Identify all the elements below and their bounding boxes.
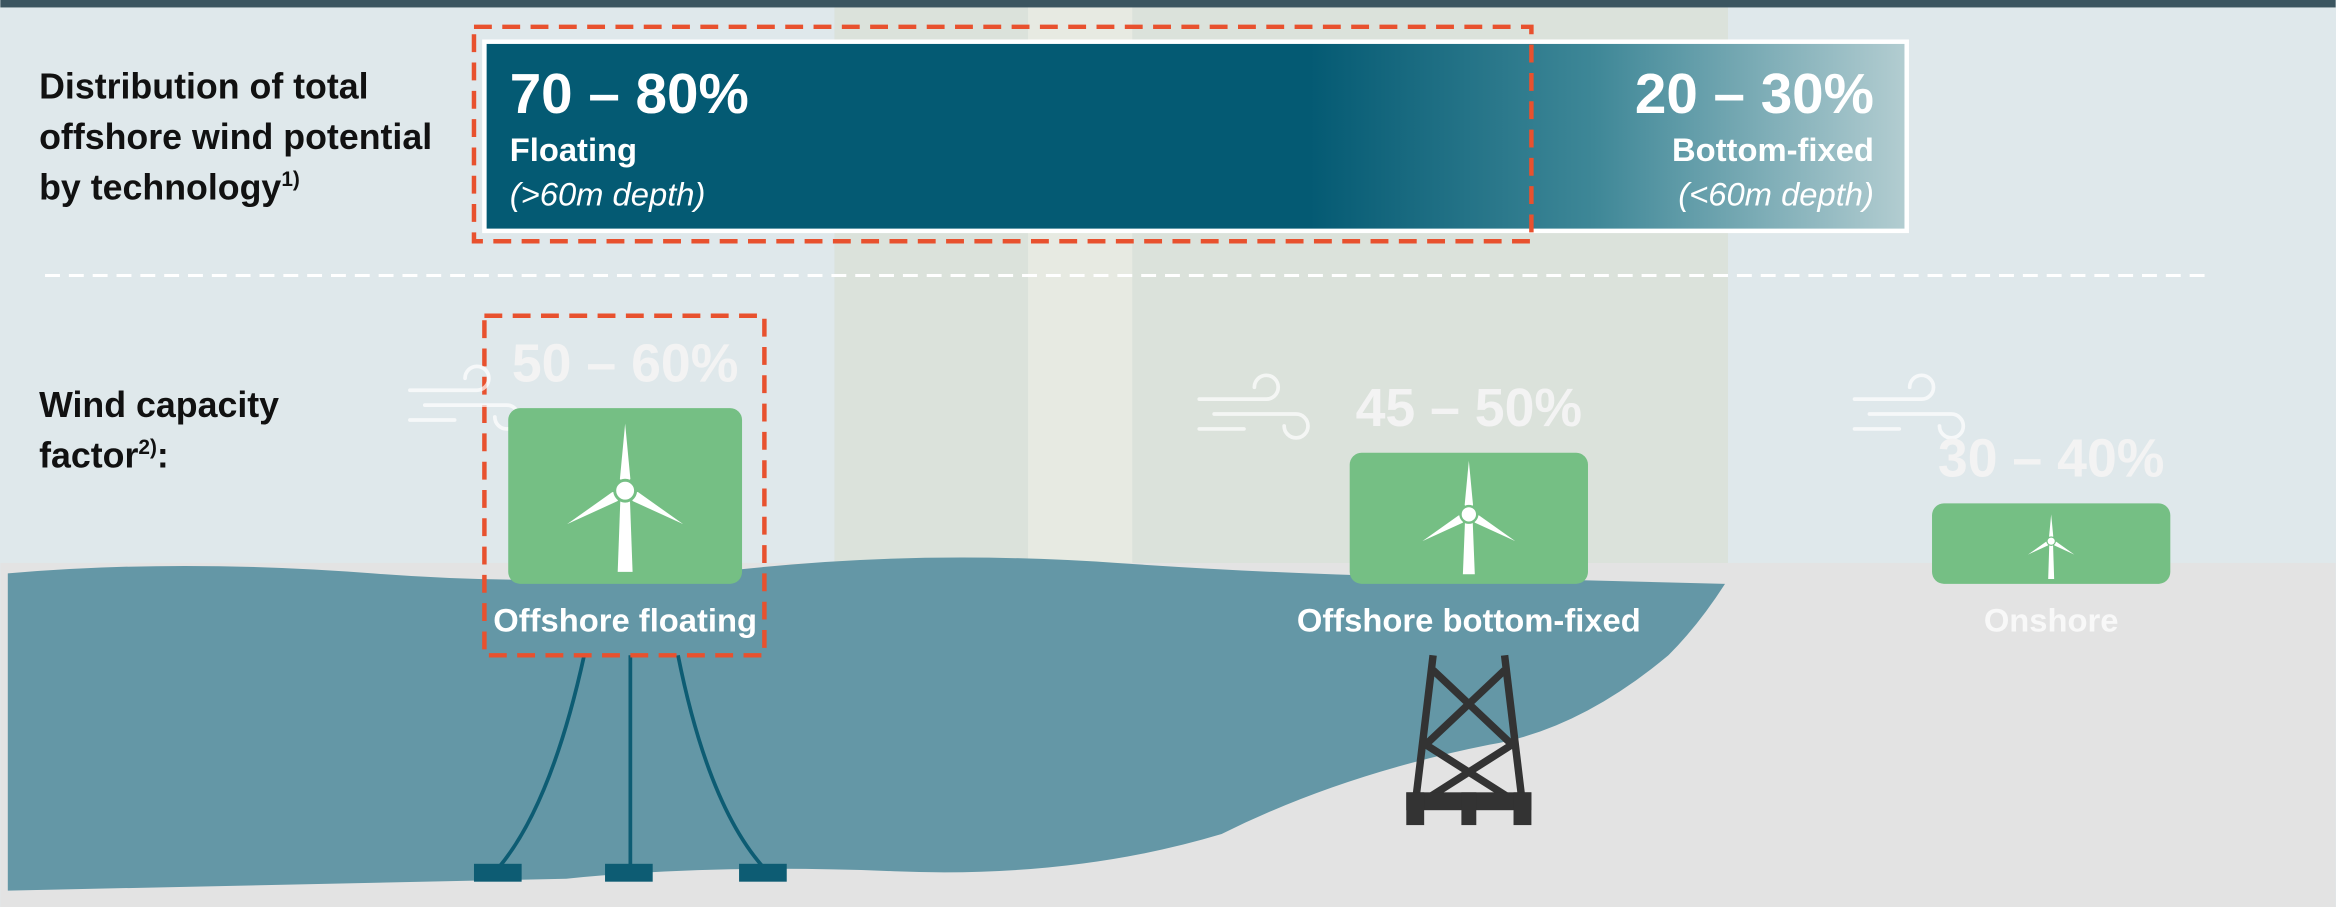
capacity-value: 45 – 50% <box>1356 378 1583 438</box>
turbine-hub <box>2046 536 2056 546</box>
wind-icon <box>1852 373 1966 440</box>
turbine-blade <box>625 490 684 525</box>
highlight-box <box>471 24 1534 244</box>
row-label-line: offshore wind potential <box>39 117 432 157</box>
row-label: Distribution of total <box>39 66 369 106</box>
row-label: factor2): <box>39 436 169 476</box>
turbine-blade <box>1468 514 1516 542</box>
turbine-blade <box>1464 460 1474 515</box>
capacity-value: 30 – 40% <box>1938 429 2165 489</box>
depth: (<60m depth) <box>1678 176 1874 213</box>
turbine-tower <box>617 490 633 572</box>
distribution-bar <box>482 39 1909 234</box>
turbine-hub <box>1459 504 1479 524</box>
moorings <box>497 654 765 869</box>
turbine-icon <box>2027 514 2075 580</box>
row-label: by technology1) <box>39 168 300 208</box>
row-label: Wind capacity <box>39 385 279 425</box>
technology: Floating <box>510 131 637 168</box>
turbine-icon <box>1422 460 1516 575</box>
jacket-foundation <box>1411 654 1527 808</box>
suffix: : <box>157 436 169 476</box>
share: 70 – 80% <box>510 62 749 125</box>
turbine-icon <box>567 423 684 572</box>
texts: Distribution of total offshore wind poten… <box>39 62 2171 638</box>
capacity-name: Onshore <box>1984 601 2119 638</box>
footnote: 2) <box>138 436 157 459</box>
wind-line <box>1852 373 1966 440</box>
top-bar <box>0 0 2336 8</box>
row-label-line: Wind capacity <box>39 385 279 425</box>
depth: (>60m depth) <box>510 176 706 213</box>
turbine-blade <box>1422 514 1469 542</box>
wind-icon <box>1197 373 1310 440</box>
row-label-line: factor <box>39 436 138 476</box>
turbine-tower <box>1462 514 1475 575</box>
wind-line <box>1197 373 1310 440</box>
technology: Bottom-fixed <box>1672 131 1874 168</box>
share: 20 – 30% <box>1635 62 1874 125</box>
capacity-name: Offshore bottom-fixed <box>1297 601 1641 638</box>
turbine-hub <box>613 478 638 503</box>
jacket-base <box>1406 792 1532 826</box>
turbine-blade <box>619 423 631 491</box>
row-label: offshore wind potential <box>39 117 432 157</box>
turbine-blade <box>2049 514 2054 542</box>
footnote: 1) <box>281 168 300 191</box>
turbine-blade <box>2027 541 2052 555</box>
row-label-line: by technology <box>39 168 281 208</box>
water <box>7 557 1726 891</box>
anchors <box>473 863 787 882</box>
capacity-name: Offshore floating <box>493 601 757 638</box>
capacity-value: 50 – 60% <box>512 333 739 393</box>
row-label-line: Distribution of total <box>39 66 369 106</box>
turbine-blade <box>2051 541 2075 555</box>
turbine-tower <box>2048 541 2055 580</box>
turbine-blade <box>567 490 626 525</box>
